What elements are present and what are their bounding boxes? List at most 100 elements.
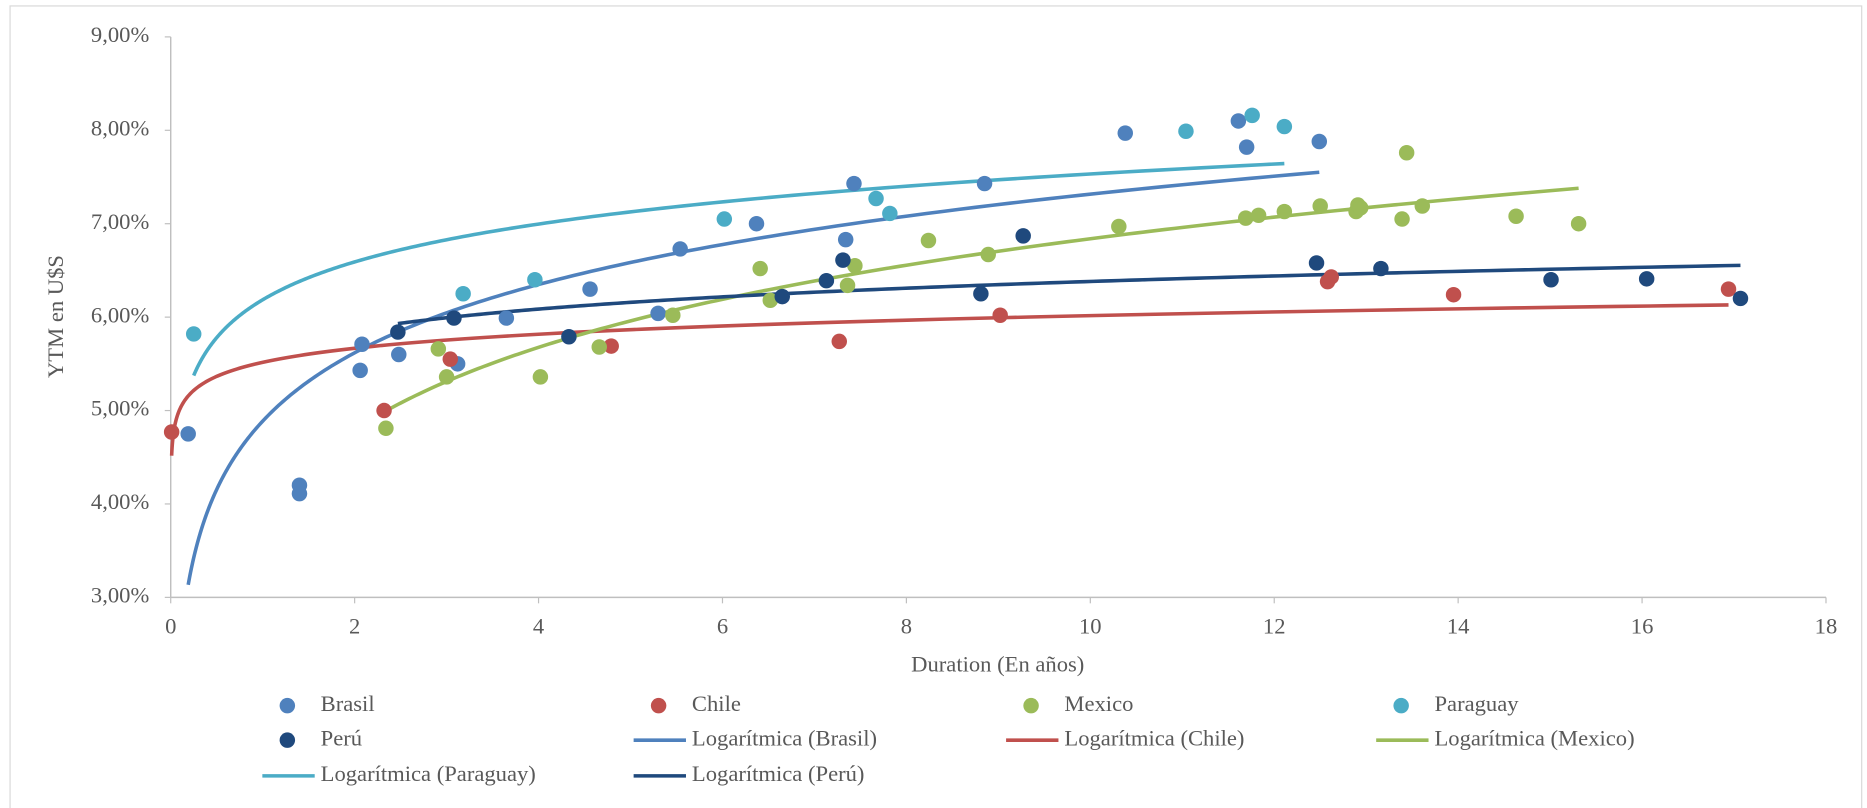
point [498,310,515,326]
point [532,369,549,385]
point [837,231,854,248]
point [1311,133,1328,150]
point [846,175,862,192]
point [976,175,993,192]
point [973,286,989,302]
point [1638,271,1655,287]
point [716,211,733,227]
point [391,346,407,363]
legend-label: Logarítmica (Mexico) [1434,725,1634,750]
x-tick-label: 6 [717,613,728,638]
y-tick-label: 6,00% [91,302,150,327]
point [1117,125,1133,141]
x-tick-label: 8 [901,613,912,638]
point [1244,107,1260,124]
y-axis-title: YTM en U$S [43,255,68,378]
legend-marker [1393,697,1409,714]
point [1414,198,1431,214]
point [185,326,202,342]
trendline [192,161,1285,377]
point [1720,281,1737,297]
point [774,288,790,305]
x-tick-label: 2 [349,613,360,638]
point [1394,211,1410,227]
point [980,246,996,263]
legend-label: Logarítmica (Chile) [1064,725,1244,750]
point [527,272,543,288]
point [291,485,308,502]
x-tick-label: 16 [1631,613,1654,638]
point [1276,203,1293,220]
point [442,351,459,367]
legend-label: Mexico [1064,691,1133,716]
x-tick-label: 14 [1447,613,1470,638]
legend-marker [279,697,296,714]
point [847,258,863,274]
point [835,252,851,268]
point [1015,228,1031,244]
legend-marker [279,732,296,748]
x-tick-label: 18 [1815,613,1838,638]
point [1111,218,1127,235]
point [1308,255,1325,271]
point [561,329,577,345]
legend-label: Logarítmica (Brasil) [692,725,877,750]
point [1508,208,1524,224]
point [752,260,768,277]
point [1276,118,1293,135]
point [180,426,196,442]
point [831,333,847,350]
point [1312,198,1328,214]
legend-label: Perú [321,725,362,750]
y-tick-label: 4,00% [91,489,150,514]
point [762,292,779,309]
point [376,402,392,419]
x-tick-label: 0 [165,613,176,638]
legend-label: Logarítmica (Perú) [692,761,865,786]
point [1732,290,1749,307]
y-tick-label: 9,00% [91,22,150,47]
x-tick-label: 10 [1079,613,1102,638]
point [839,277,856,294]
point [352,362,368,379]
point [1543,272,1559,288]
point [818,272,835,289]
point [1445,286,1462,303]
point [1230,113,1247,129]
point [1238,139,1255,155]
y-tick-label: 8,00% [91,115,150,140]
x-tick-label: 12 [1263,613,1286,638]
point [650,305,666,322]
point [1570,215,1587,232]
point [1323,269,1339,285]
point [1237,210,1254,226]
x-axis-title: Duration (En años) [911,652,1084,677]
point [1178,123,1194,139]
y-tick-label: 7,00% [91,209,150,234]
legend-label: Chile [692,691,741,716]
point [163,424,180,440]
point [446,310,462,326]
legend-label: Logarítmica (Paraguay) [321,761,536,786]
y-tick-label: 3,00% [91,583,150,608]
point [1398,144,1415,161]
point [920,232,937,249]
point [748,215,765,232]
point [603,338,619,354]
legend-marker [650,697,667,714]
chart-frame [9,5,1863,808]
point [390,324,406,340]
point [992,307,1008,323]
point [672,241,688,257]
point [1250,207,1267,224]
point [430,341,447,357]
point [582,281,598,297]
point [438,369,455,385]
y-tick-label: 5,00% [91,396,150,421]
x-tick-label: 4 [533,613,544,638]
trendline [186,170,1320,586]
legend-marker [1023,697,1039,714]
point [665,307,681,323]
point [378,420,394,437]
